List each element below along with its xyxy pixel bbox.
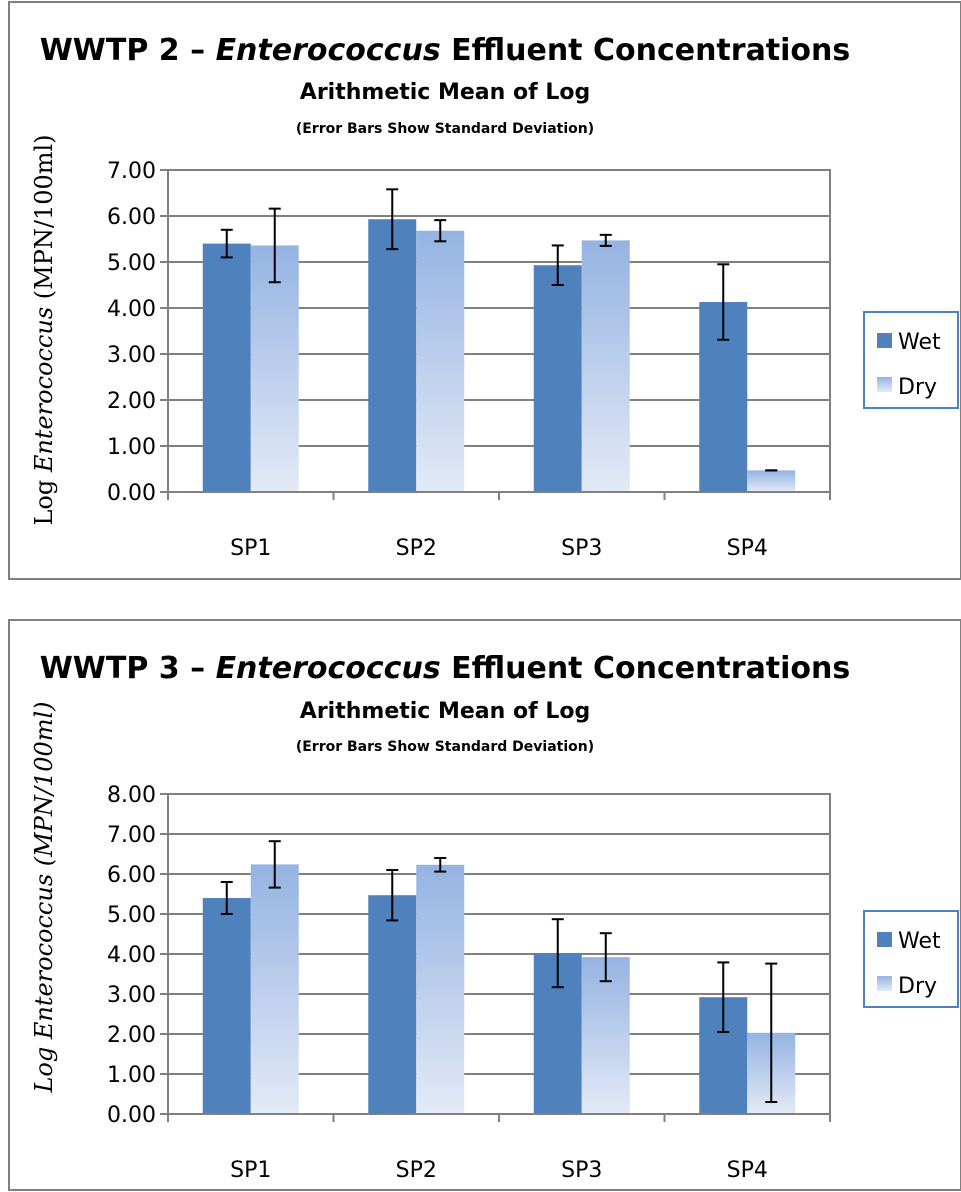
chart-2-y-axis-label: Log Enterococcus (MPN/100ml) (30, 701, 58, 1093)
chart-1-title: WWTP 2 – Enterococcus Effluent Concentra… (40, 33, 851, 68)
chart-2-bar-dry-sp1 (250, 864, 299, 1114)
chart-1-legend: Wet Dry (863, 311, 959, 409)
chart-2-legend-swatch-dry (877, 976, 892, 991)
chart-1-y-tick-label: 3.00 (107, 343, 156, 368)
chart-2-x-tick-label: SP2 (396, 1158, 437, 1183)
chart-1-bar-dry-sp4 (747, 470, 796, 492)
chart-2-legend-label-dry: Dry (898, 974, 937, 999)
chart-1-subtitle: Arithmetic Mean of Log (300, 80, 590, 105)
chart-1-legend-swatch-dry (877, 377, 892, 392)
chart-2-legend-swatch-wet (877, 932, 892, 947)
chart-2-y-tick-label: 5.00 (107, 903, 156, 928)
chart-1-bar-wet-sp3 (533, 265, 582, 492)
chart-1-y-tick-label: 0.00 (107, 481, 156, 506)
chart-2-x-tick-label: SP1 (230, 1158, 271, 1183)
chart-2-y-tick-label: 2.00 (107, 1023, 156, 1048)
chart-1-note: (Error Bars Show Standard Deviation) (296, 121, 594, 137)
chart-1-bar-dry-sp3 (581, 240, 630, 492)
chart-2-bar-wet-sp2 (368, 895, 417, 1114)
chart-2-y-tick-label: 4.00 (107, 943, 156, 968)
chart-2-bar-dry-sp2 (416, 864, 465, 1114)
chart-1-y-axis-label: Log Enterococcus (MPN/100ml) (30, 134, 58, 525)
chart-2-y-tick-label: 7.00 (107, 823, 156, 848)
chart-1-x-tick-label: SP3 (561, 536, 602, 561)
chart-2-title: WWTP 3 – Enterococcus Effluent Concentra… (40, 651, 851, 686)
chart-1: WWTP 2 – Enterococcus Effluent Concentra… (8, 1, 961, 580)
chart-1-legend-swatch-wet (877, 333, 892, 348)
chart-1-bar-dry-sp2 (416, 230, 465, 492)
chart-2: WWTP 3 – Enterococcus Effluent Concentra… (8, 619, 961, 1191)
chart-2-y-tick-label: 0.00 (107, 1103, 156, 1128)
chart-1-y-tick-label: 5.00 (107, 251, 156, 276)
chart-1-y-tick-label: 2.00 (107, 389, 156, 414)
chart-1-bar-dry-sp1 (250, 245, 299, 492)
chart-2-bar-dry-sp3 (581, 957, 630, 1114)
chart-1-x-tick-label: SP2 (396, 536, 437, 561)
chart-2-y-tick-label: 6.00 (107, 863, 156, 888)
chart-1-bar-wet-sp1 (202, 243, 251, 492)
chart-2-y-tick-label: 1.00 (107, 1063, 156, 1088)
chart-2-note: (Error Bars Show Standard Deviation) (296, 739, 594, 755)
chart-1-x-tick-label: SP1 (230, 536, 271, 561)
chart-2-x-tick-label: SP3 (561, 1158, 602, 1183)
chart-2-y-tick-label: 3.00 (107, 983, 156, 1008)
chart-2-y-tick-label: 8.00 (107, 783, 156, 808)
chart-1-y-tick-label: 6.00 (107, 205, 156, 230)
chart-2-bar-wet-sp1 (202, 898, 251, 1114)
chart-2-x-tick-label: SP4 (727, 1158, 768, 1183)
chart-1-bar-wet-sp2 (368, 219, 417, 492)
chart-1-y-tick-label: 7.00 (107, 159, 156, 184)
chart-2-legend-label-wet: Wet (898, 929, 941, 954)
chart-2-subtitle: Arithmetic Mean of Log (300, 699, 590, 724)
chart-1-x-tick-label: SP4 (727, 536, 768, 561)
chart-1-y-tick-label: 4.00 (107, 297, 156, 322)
chart-1-y-tick-label: 1.00 (107, 435, 156, 460)
chart-1-legend-label-wet: Wet (898, 330, 941, 355)
chart-2-legend: Wet Dry (863, 910, 959, 1008)
chart-1-legend-label-dry: Dry (898, 375, 937, 400)
